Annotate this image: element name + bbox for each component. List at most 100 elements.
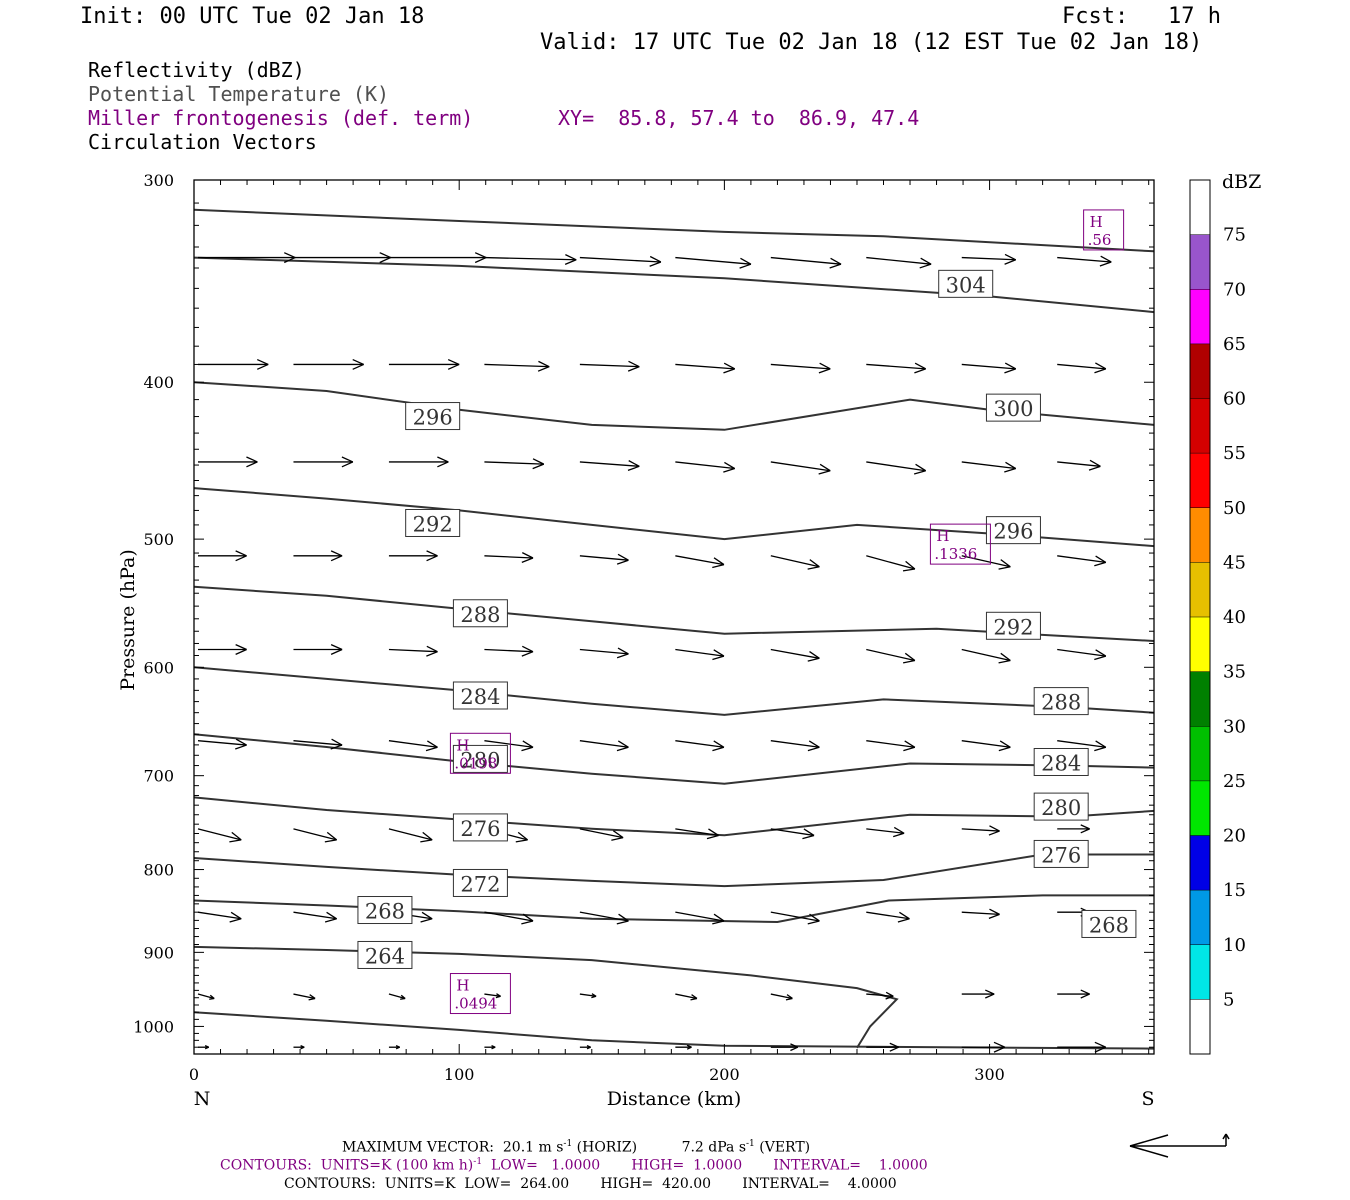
vector-head [521, 645, 534, 653]
vector-head [209, 997, 215, 1000]
vector-shaft [579, 555, 629, 561]
vector-head [724, 461, 736, 470]
colorbar-segment [1190, 180, 1210, 235]
circulation-vector [961, 989, 995, 999]
vector-head [897, 918, 910, 923]
vector-shaft [1057, 363, 1106, 370]
vector-head [998, 746, 1011, 752]
circulation-vector [770, 740, 820, 752]
vector-head [998, 566, 1011, 570]
vector-head [616, 746, 629, 752]
circulation-vector [293, 358, 364, 370]
contour-label-box [1081, 909, 1137, 938]
vector-head [426, 645, 438, 653]
isentrope-304 [193, 256, 1155, 314]
vector-head [426, 555, 438, 562]
circulation-vector [961, 362, 1017, 374]
colorbar-segment [1190, 453, 1210, 508]
frontogenesis-contour-info: CONTOURS: UNITS=K (100 km h)-1 LOW= 1.00… [220, 1157, 928, 1174]
contour-label-box [452, 813, 508, 842]
circulation-vector [388, 828, 433, 843]
vector-shaft [866, 911, 910, 920]
dbz-colorbar: 5 10 15 20 25 30 35 40 45 50 55 60 65 70 75 [1189, 179, 1246, 1055]
vector-shaft [866, 363, 926, 370]
vector-head [617, 647, 629, 655]
circulation-vector [866, 555, 916, 572]
vector-head [1095, 555, 1107, 563]
colorbar-segment [1190, 999, 1210, 1054]
contour-label-284: 284 [1041, 751, 1081, 775]
circulation-vector [866, 1042, 899, 1052]
circulation-vector [293, 911, 338, 923]
contour-label-box [452, 681, 508, 710]
vector-head [819, 362, 831, 370]
vector-head [989, 825, 1000, 832]
contour-label-box [405, 508, 461, 537]
vector-head [611, 837, 624, 841]
frontogenesis-high-box [929, 523, 991, 565]
circulation-vector [198, 358, 269, 370]
circulation-vector [484, 740, 534, 752]
circulation-vector [961, 908, 1000, 920]
vector-shaft [1057, 461, 1101, 467]
vector-head [740, 257, 752, 265]
vector-head [532, 458, 545, 465]
contour-label-300: 300 [993, 397, 1033, 421]
colorbar-segment [1190, 944, 1210, 1000]
vector-head [420, 839, 433, 843]
vector-shaft [197, 911, 242, 920]
circulation-vector [1057, 740, 1107, 752]
circulation-vector [198, 456, 258, 468]
vector-head [616, 920, 629, 925]
vector-head [421, 911, 433, 920]
vector-head [723, 368, 735, 374]
circulation-vector [770, 911, 820, 925]
vector-shaft [293, 911, 337, 920]
contour-label-box [452, 744, 508, 773]
circulation-vector [1057, 459, 1101, 471]
init-time: Init: 00 UTC Tue 02 Jan 18 [80, 4, 425, 29]
circulation-vector [770, 555, 820, 570]
vector-head [1088, 465, 1101, 471]
vector-head [1094, 368, 1107, 374]
vector-head [522, 740, 534, 748]
vector-shaft [388, 648, 438, 653]
contour-label-292: 292 [413, 512, 453, 536]
vector-head [618, 913, 629, 922]
circulation-vector [866, 911, 910, 923]
circulation-vector [961, 740, 1011, 752]
vector-head [807, 657, 820, 662]
vector-head [790, 1046, 799, 1052]
vector-shaft [770, 993, 793, 1000]
vector-head [522, 913, 534, 922]
contour-label-272: 272 [460, 872, 500, 896]
vector-shaft [866, 740, 915, 748]
contour-label-box [1033, 687, 1089, 716]
vector-head [913, 470, 926, 475]
circulation-vector [675, 993, 698, 1001]
circulation-vector [579, 360, 640, 372]
colorbar-label-55: 55 [1223, 443, 1246, 464]
frontogenesis-high-box [449, 732, 511, 774]
vector-head [379, 256, 391, 264]
vector-head [495, 995, 501, 999]
vector-head [904, 740, 916, 748]
circulation-vector [1057, 648, 1107, 661]
circulation-vector [1057, 555, 1107, 567]
y-tick-label-500: 500 [143, 530, 174, 549]
circulation-vector [866, 256, 932, 269]
vector-head [1080, 824, 1090, 830]
vector-head [616, 653, 629, 659]
vector-head [1080, 828, 1090, 834]
vector-head [803, 828, 815, 836]
vector-head [786, 994, 793, 999]
vector-head [649, 255, 662, 263]
vector-shaft [866, 256, 932, 265]
frontogenesis-high-value: .0198 [454, 754, 497, 772]
y-tick-label-900: 900 [143, 943, 174, 962]
circulation-vector [484, 458, 545, 470]
vector-head [235, 738, 247, 746]
x-tick-label-300: 300 [974, 1065, 1005, 1084]
colorbar-label-65: 65 [1223, 334, 1246, 355]
plot-frame [193, 179, 1155, 1055]
